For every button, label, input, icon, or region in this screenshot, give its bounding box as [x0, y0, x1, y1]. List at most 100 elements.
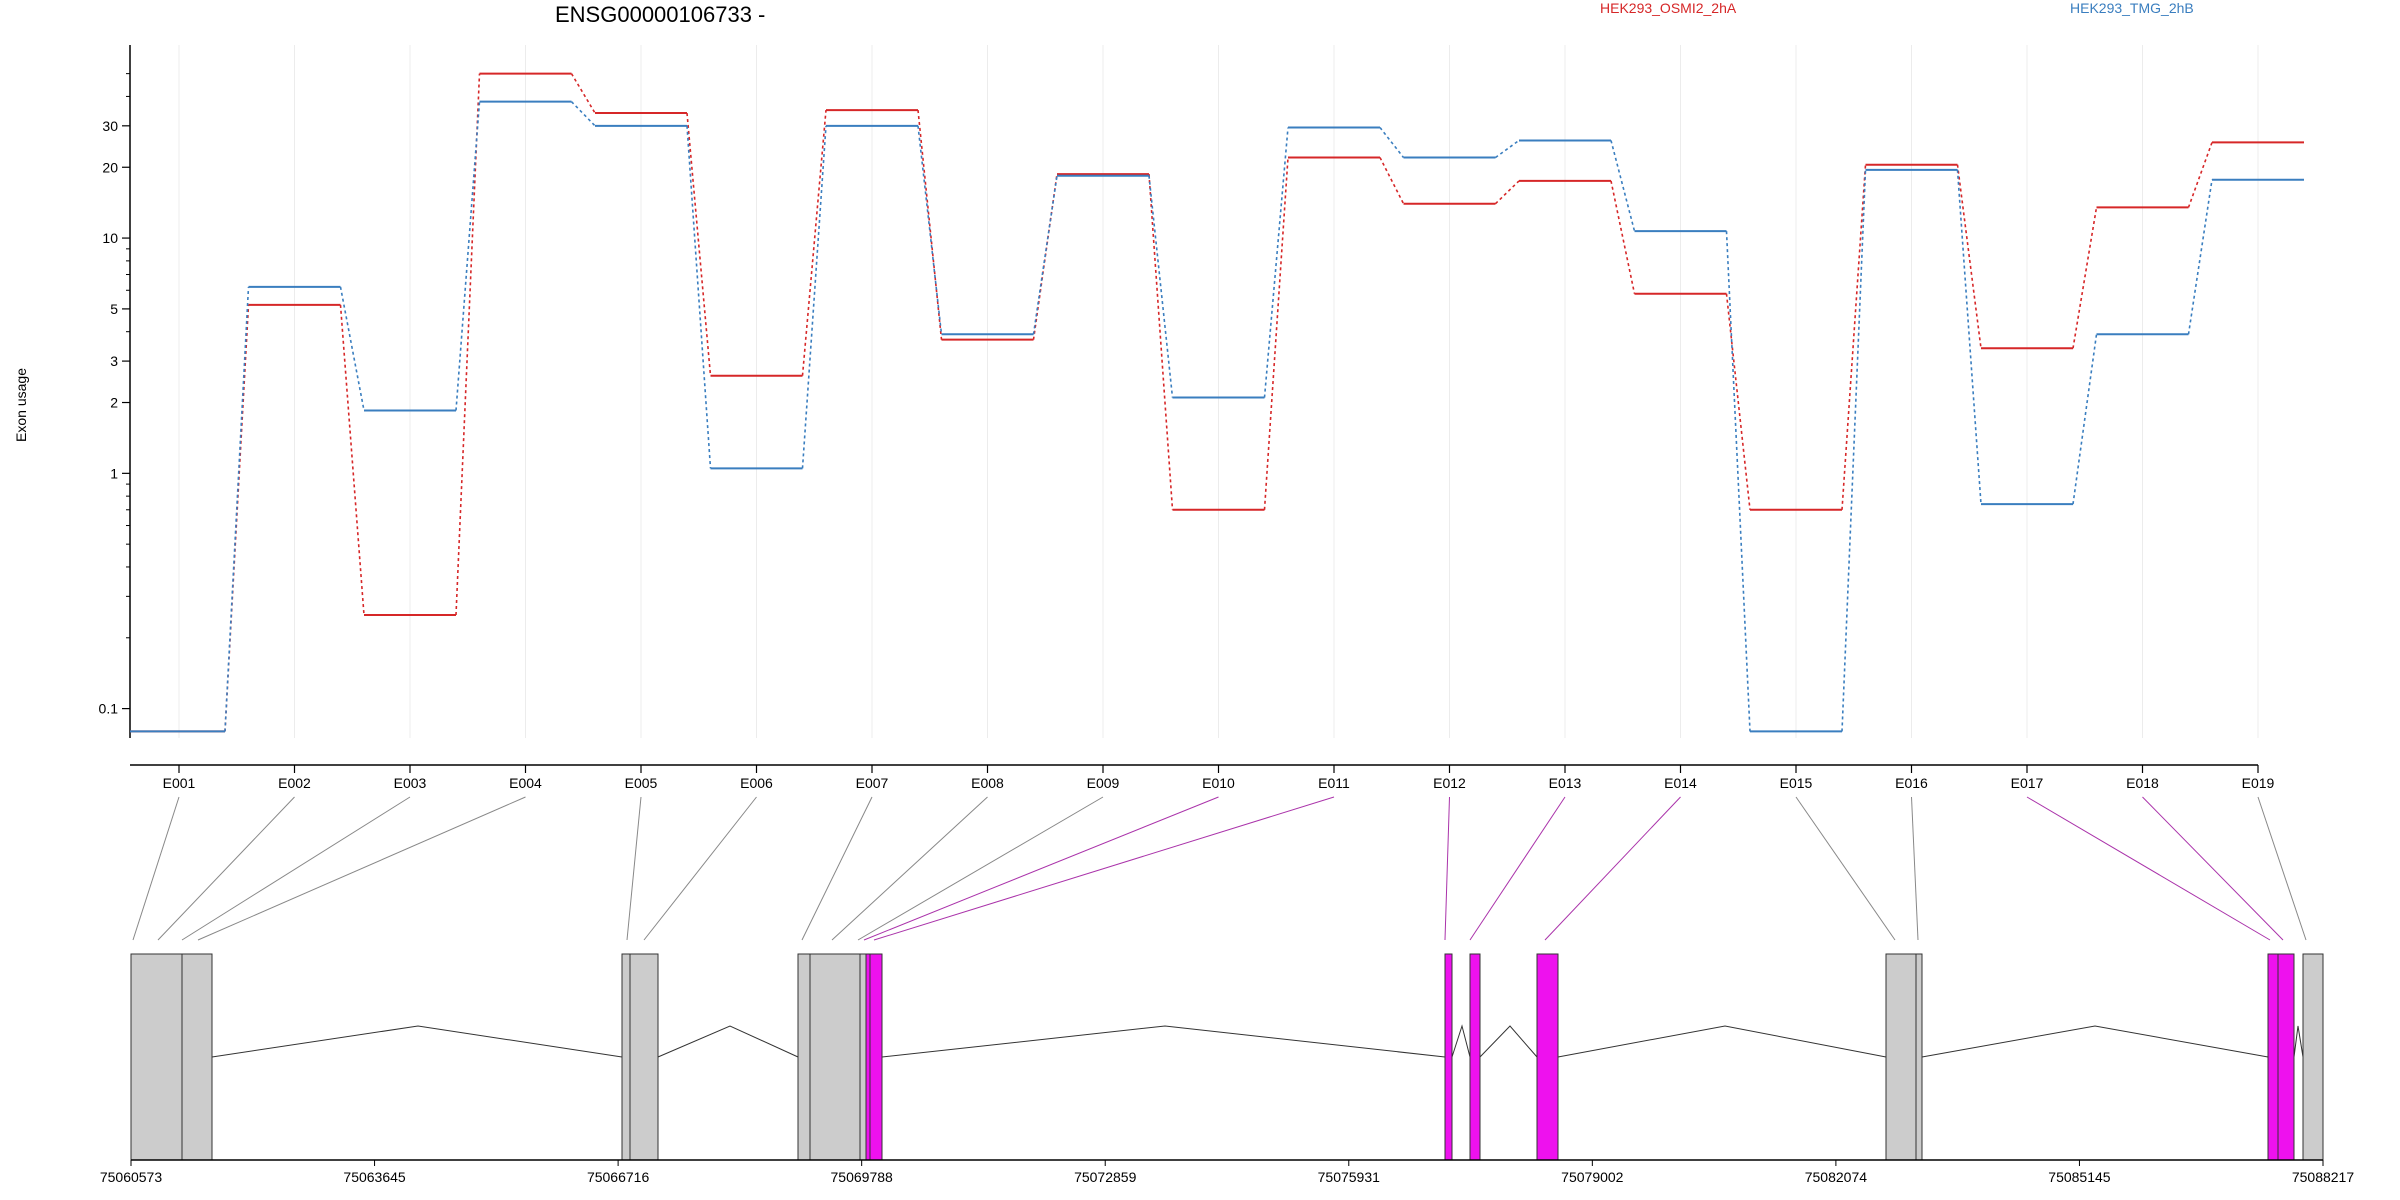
exon-block — [1444, 953, 1453, 1161]
exon-block — [2277, 953, 2295, 1161]
x-tick-label-e005: E005 — [625, 775, 658, 791]
exon-connector-e015 — [1795, 796, 1896, 941]
gridlines — [178, 45, 2259, 738]
series-transition — [570, 101, 596, 127]
intron-line — [211, 1025, 623, 1058]
intron-line — [1451, 1024, 1471, 1058]
exon-connector-e018 — [2142, 796, 2284, 941]
exon-connector-e010 — [863, 796, 1219, 941]
exon-block — [859, 953, 867, 1161]
series-transition — [2072, 207, 2098, 349]
exon-connectors — [132, 796, 2307, 941]
y-tick-label: 0.1 — [99, 701, 119, 717]
exon-connector-e008 — [831, 796, 988, 941]
series-transition — [1032, 175, 1058, 335]
x-tick-label-e002: E002 — [278, 775, 311, 791]
x-tick-label-e011: E011 — [1318, 775, 1350, 791]
x-tick-label-e015: E015 — [1780, 775, 1813, 791]
x-tick-label-e006: E006 — [740, 775, 773, 791]
series-transition — [1610, 140, 1636, 232]
y-axis: 0.1 1 2 3 5 10 20 30 — [99, 45, 131, 738]
exon-connector-e016 — [1911, 796, 1919, 941]
series-transition — [1841, 169, 1867, 732]
exon-block — [1469, 953, 1481, 1161]
exon-block — [809, 953, 861, 1161]
series-transition — [1494, 180, 1520, 205]
exon-connector-e009 — [857, 796, 1104, 941]
series-transition — [1263, 157, 1289, 510]
genomic-tick-label: 75066716 — [587, 1169, 650, 1185]
genomic-tick-label: 75063645 — [343, 1169, 406, 1185]
x-tick-label-e014: E014 — [1664, 775, 1697, 791]
x-tick-label-e012: E012 — [1433, 775, 1466, 791]
genomic-tick-label: 75088217 — [2292, 1169, 2355, 1185]
y-tick-label: 1 — [110, 465, 118, 481]
exon-block — [181, 953, 213, 1161]
series-transition — [570, 73, 596, 114]
exon-block — [2267, 953, 2279, 1161]
series-transition — [801, 125, 827, 469]
y-tick-label: 2 — [110, 395, 118, 411]
x-tick-label-e013: E013 — [1549, 775, 1582, 791]
gene-model-track — [130, 953, 2324, 1161]
legend-entry-osmi2: HEK293_OSMI2_2hA — [1600, 0, 1737, 16]
y-tick-label: 10 — [102, 230, 118, 246]
genomic-tick-label: 75069788 — [831, 1169, 894, 1185]
exon-connector-e004 — [197, 796, 526, 941]
intron-line — [657, 1025, 799, 1058]
exon-block — [869, 953, 883, 1161]
exon-connector-e011 — [873, 796, 1335, 941]
exon-connector-e019 — [2257, 796, 2307, 941]
exon-connector-e005 — [626, 796, 642, 941]
series-transition — [2187, 179, 2213, 335]
series-transition — [224, 286, 250, 732]
x-tick-label-e017: E017 — [2011, 775, 2044, 791]
series-transition — [1148, 174, 1174, 510]
exon-connector-e003 — [181, 796, 411, 941]
series-transition — [1379, 127, 1405, 159]
exon-block — [1915, 953, 1923, 1161]
x-tick-label-e008: E008 — [971, 775, 1004, 791]
exon-connector-e017 — [2026, 796, 2271, 941]
x-tick-label-e010: E010 — [1202, 775, 1235, 791]
exon-block — [797, 953, 811, 1161]
genomic-tick-label: 75075931 — [1318, 1169, 1381, 1185]
series-transition — [1956, 169, 1982, 505]
x-tick-label-e007: E007 — [856, 775, 889, 791]
exon-connector-e006 — [643, 796, 757, 941]
exon-connector-e007 — [801, 796, 873, 941]
series-transition — [801, 110, 827, 376]
y-tick-label: 30 — [102, 118, 118, 134]
x-tick-label-e001: E001 — [163, 775, 196, 791]
genomic-tick-label: 75085145 — [2048, 1169, 2111, 1185]
intron-line — [881, 1025, 1446, 1058]
series-transition — [1379, 157, 1405, 205]
exon-connector-e002 — [157, 796, 295, 941]
series-lines — [130, 72, 2304, 733]
exon-block — [621, 953, 631, 1161]
exon-block — [130, 953, 183, 1161]
exon-connector-e001 — [132, 796, 180, 941]
chart-title: ENSG00000106733 - — [555, 2, 765, 27]
exon-block — [1885, 953, 1917, 1161]
genomic-axis: 75060573 75063645 75066716 75069788 75072859… — [100, 1159, 2355, 1185]
intron-line — [1921, 1025, 2269, 1058]
intron-line — [1557, 1025, 1887, 1058]
series-transition — [2072, 334, 2098, 505]
exon-block — [1536, 953, 1559, 1161]
exon-block — [2302, 953, 2324, 1161]
intron-line — [1479, 1025, 1538, 1058]
series-transition — [686, 112, 712, 376]
x-tick-label-e003: E003 — [394, 775, 427, 791]
exon-connector-e013 — [1469, 796, 1566, 941]
y-axis-label: Exon usage — [13, 368, 29, 442]
series-tmg — [130, 100, 2304, 733]
y-tick-label: 20 — [102, 159, 118, 175]
x-tick-label-e018: E018 — [2126, 775, 2159, 791]
intron-line — [2293, 1025, 2304, 1058]
series-transition — [224, 304, 250, 732]
y-tick-label: 3 — [110, 353, 118, 369]
exon-block — [629, 953, 659, 1161]
genomic-tick-label: 75060573 — [100, 1169, 163, 1185]
